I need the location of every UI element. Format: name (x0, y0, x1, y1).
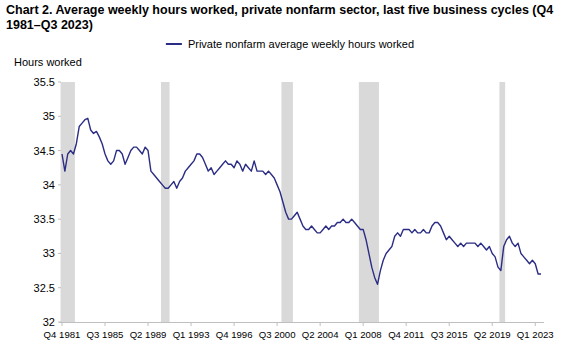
x-tick (320, 323, 321, 326)
x-tick (449, 323, 450, 326)
y-tick-label: 34 (43, 179, 55, 191)
x-tick-label: Q1 2008 (345, 329, 382, 340)
x-tick-label: Q2 2019 (474, 329, 511, 340)
x-tick (277, 323, 278, 326)
legend: Private nonfarm average weekly hours wor… (166, 38, 414, 50)
x-tick-label: Q3 1985 (87, 329, 124, 340)
data-line (62, 118, 541, 284)
y-tick-label: 33 (43, 247, 55, 259)
x-tick-label: Q4 1996 (216, 329, 253, 340)
x-tick (234, 323, 235, 326)
x-tick-label: Q4 2011 (388, 329, 424, 340)
y-tick-label: 35 (43, 110, 55, 122)
y-tick-label: 34.5 (34, 145, 55, 157)
shaded-period (61, 82, 75, 322)
x-axis-line (59, 322, 544, 323)
x-tick-label: Q1 1993 (173, 329, 210, 340)
x-tick (105, 323, 106, 326)
x-tick (191, 323, 192, 326)
y-tick (58, 253, 61, 254)
x-tick-label: Q2 1989 (130, 329, 167, 340)
y-tick-label: 35.5 (34, 76, 55, 88)
chart-svg: Hours worked 32 32.5 33 33.5 34 34.5 35 35.5 Q4 1… (0, 0, 580, 346)
x-tick (535, 323, 536, 326)
shaded-period (499, 82, 505, 322)
y-tick (58, 150, 61, 151)
x-tick (406, 323, 407, 326)
legend-label: Private nonfarm average weekly hours wor… (188, 38, 414, 50)
y-tick (58, 184, 61, 185)
y-tick (58, 82, 61, 83)
legend-swatch (166, 43, 182, 45)
x-tick-label: Q4 1981 (44, 329, 81, 340)
x-tick (363, 323, 364, 326)
x-tick-label: Q3 2000 (259, 329, 296, 340)
x-tick-label: Q3 2015 (431, 329, 468, 340)
x-tick (62, 323, 63, 326)
y-tick (58, 116, 61, 117)
chart-title: Chart 2. Average weekly hours worked, pr… (6, 3, 571, 33)
y-tick (58, 287, 61, 288)
x-tick-label: Q1 2023 (517, 329, 554, 340)
shaded-period (359, 82, 379, 322)
y-tick (58, 219, 61, 220)
plot-area (61, 82, 541, 322)
y-tick-label: 32.5 (34, 282, 55, 294)
y-tick-label: 33.5 (34, 213, 55, 225)
shaded-period (161, 82, 170, 322)
y-axis-label: Hours worked (14, 56, 82, 68)
x-tick (492, 323, 493, 326)
x-tick-label: Q2 2004 (302, 329, 339, 340)
x-tick (148, 323, 149, 326)
y-tick-label: 32 (43, 316, 55, 328)
